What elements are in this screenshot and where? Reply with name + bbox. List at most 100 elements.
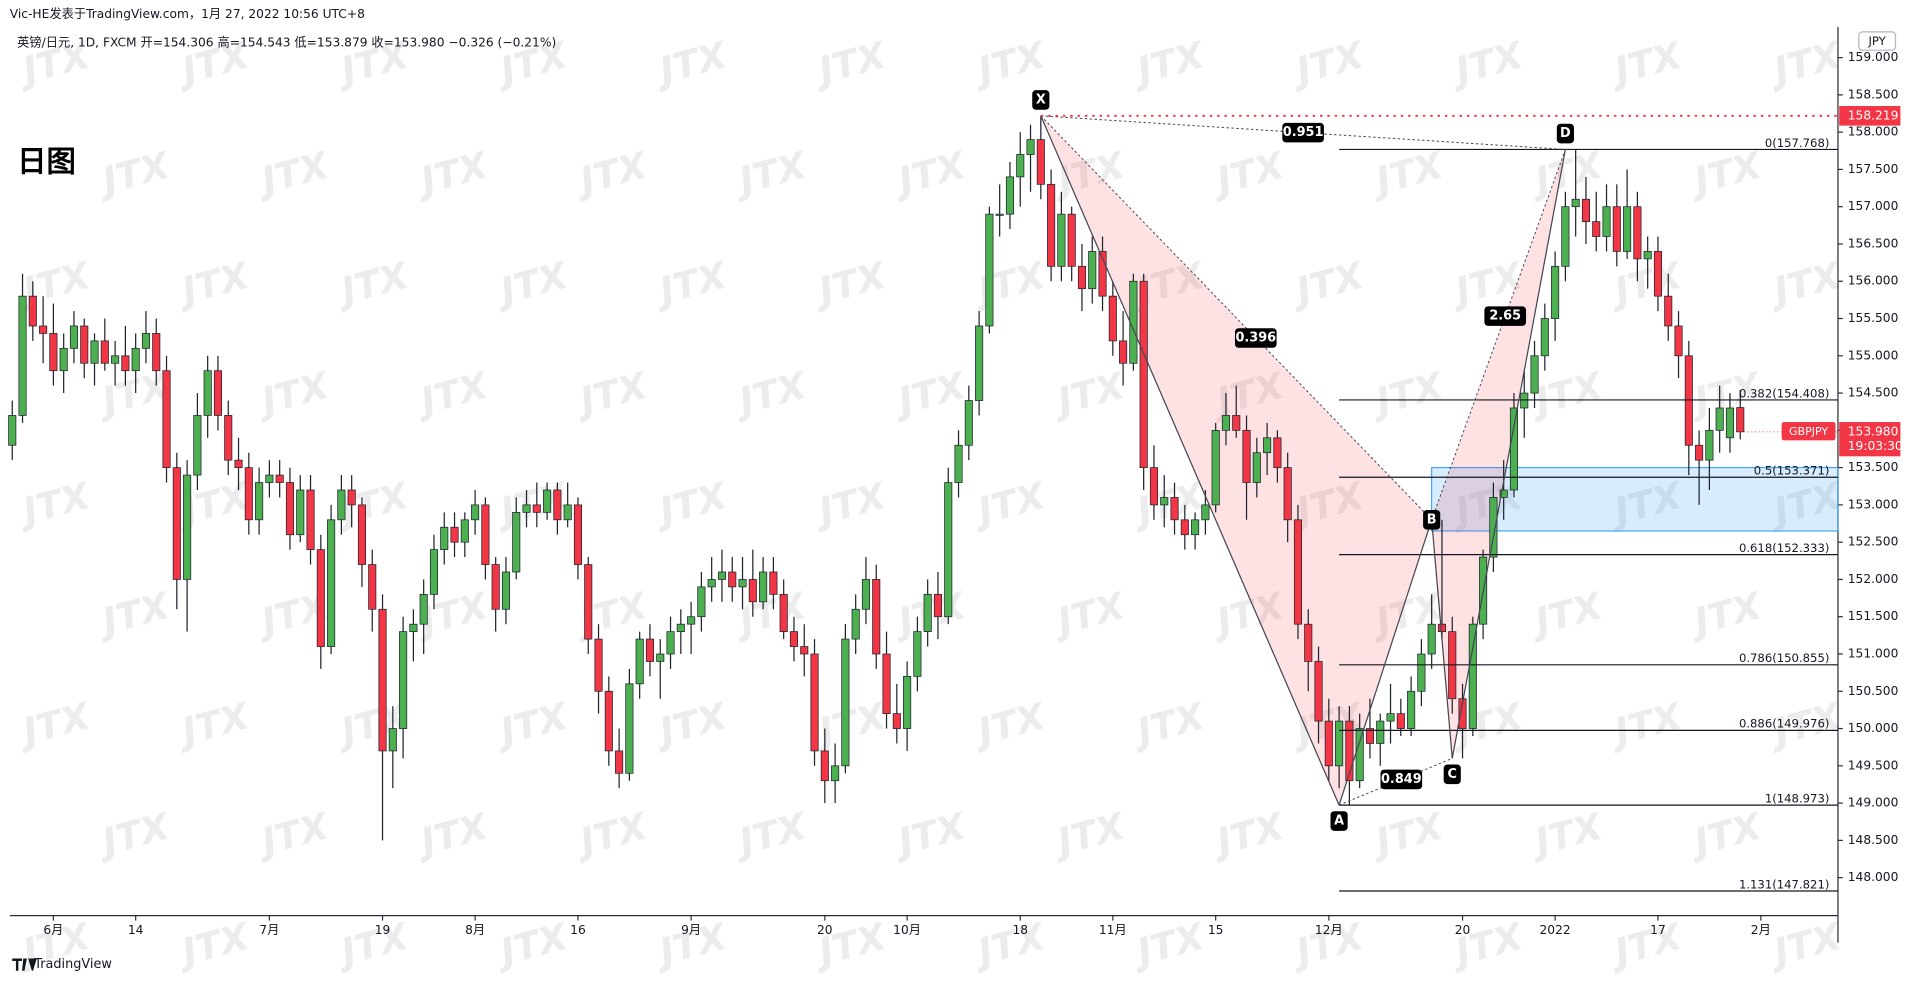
y-tick-label: 153.000 <box>1848 497 1899 511</box>
candle-body <box>1201 504 1210 521</box>
candle-body <box>244 467 253 521</box>
symbol-tag-label: GBPJPY <box>1789 425 1828 438</box>
pattern-ratio-line <box>1040 115 1433 521</box>
countdown-label: 19:03:30 <box>1848 439 1903 453</box>
candle-body <box>275 474 284 483</box>
pattern-leg <box>1451 149 1566 759</box>
candle-body <box>1437 623 1446 633</box>
price-tag-label: 153.980 <box>1848 424 1899 438</box>
candle-body <box>28 295 37 327</box>
candle-body <box>1725 407 1735 439</box>
y-tick-label: 157.000 <box>1848 199 1899 213</box>
high-line-label: 158.219 <box>1848 108 1899 122</box>
candle-body <box>1664 295 1673 327</box>
candle-body <box>1005 176 1014 215</box>
y-tick-label: 150.000 <box>1848 721 1899 735</box>
candle-body <box>100 340 109 364</box>
y-tick-label: 149.000 <box>1848 796 1899 810</box>
candle-body <box>419 593 428 625</box>
pattern-point-box <box>1423 510 1441 530</box>
y-tick-label: 155.500 <box>1848 311 1899 325</box>
candle-body <box>676 623 685 633</box>
candle-body <box>1468 623 1477 729</box>
candle-body <box>1273 437 1282 468</box>
candle-body <box>697 586 706 618</box>
candle-body <box>625 683 634 774</box>
candle-body <box>327 519 336 647</box>
symbol-line: 英镑/日元, 1D, FXCM 开=154.306 高=154.543 低=15… <box>17 34 556 49</box>
candle-body <box>1077 265 1086 290</box>
candle-body <box>111 355 120 364</box>
candle-body <box>152 333 161 372</box>
pattern-leg <box>1338 519 1433 806</box>
symbol-tag <box>1781 422 1836 441</box>
candle-body <box>471 504 480 521</box>
candle-body <box>1602 206 1611 237</box>
x-tick-label: 19 <box>375 923 391 937</box>
candle-body <box>1191 519 1200 536</box>
y-tick-label: 148.500 <box>1848 833 1899 847</box>
candle-body <box>717 571 726 580</box>
candle-body <box>769 571 778 595</box>
pattern-ratio-line <box>1040 115 1566 150</box>
candle-body <box>1293 519 1302 625</box>
candle-body <box>193 415 202 476</box>
candle-body <box>1623 206 1632 252</box>
y-tick-label: 155.000 <box>1848 348 1899 362</box>
candle-body <box>1016 154 1025 178</box>
candle-body <box>1149 467 1159 506</box>
candle-body <box>553 489 562 521</box>
candle-body <box>1715 407 1724 431</box>
candle-body <box>409 623 418 633</box>
x-tick-label: 20 <box>1455 923 1471 937</box>
candle-body <box>573 504 582 565</box>
candle-body <box>1499 489 1508 498</box>
candle-body <box>1252 452 1261 483</box>
candle-body <box>1098 251 1107 297</box>
pattern-triangle <box>1040 115 1432 806</box>
pattern-point-box <box>1556 123 1574 144</box>
fib-level-label: 1(148.973) <box>1765 791 1830 805</box>
candle-body <box>1458 698 1467 729</box>
candle-body <box>224 415 233 461</box>
candle-body <box>296 489 305 536</box>
y-tick-label: 156.000 <box>1848 274 1899 288</box>
candle-body <box>594 638 603 692</box>
x-tick-label: 15 <box>1208 923 1224 937</box>
pattern-point-label: A <box>1334 814 1344 829</box>
candle-body <box>49 333 58 372</box>
candle-body <box>964 400 973 446</box>
candle-body <box>131 347 140 372</box>
candle-body <box>1653 251 1662 297</box>
candle-body <box>728 571 737 588</box>
y-tick-label: 153.500 <box>1848 460 1899 474</box>
candle-body <box>923 593 932 633</box>
candle-body <box>810 653 819 752</box>
pattern-point-label: X <box>1036 92 1046 107</box>
candle-body <box>1551 265 1560 319</box>
candle-body <box>1119 340 1128 364</box>
candle-body <box>265 474 274 483</box>
y-tick-label: 154.500 <box>1848 386 1899 400</box>
pattern-point-label: B <box>1427 512 1437 527</box>
candle-body <box>1047 183 1056 267</box>
ratio-label: 0.849 <box>1381 772 1422 787</box>
candle-body <box>357 504 367 565</box>
candle-body <box>563 504 572 521</box>
currency-box[interactable] <box>1858 31 1897 51</box>
x-tick-label: 9月 <box>681 923 701 937</box>
candle-body <box>172 467 181 580</box>
footer-brand: TradingView <box>33 957 112 972</box>
candle-body <box>779 593 788 633</box>
candle-body <box>666 631 675 655</box>
fib-level-label: 0.786(150.855) <box>1739 651 1829 665</box>
candle-body <box>39 325 48 334</box>
candle-body <box>604 690 613 752</box>
candle-body <box>707 579 716 588</box>
candle-body <box>1581 198 1590 222</box>
candle-body <box>1376 720 1385 744</box>
candle-body <box>543 489 552 513</box>
candle-body <box>1417 653 1426 692</box>
candle-body <box>1283 467 1292 521</box>
candle-body <box>162 370 171 468</box>
